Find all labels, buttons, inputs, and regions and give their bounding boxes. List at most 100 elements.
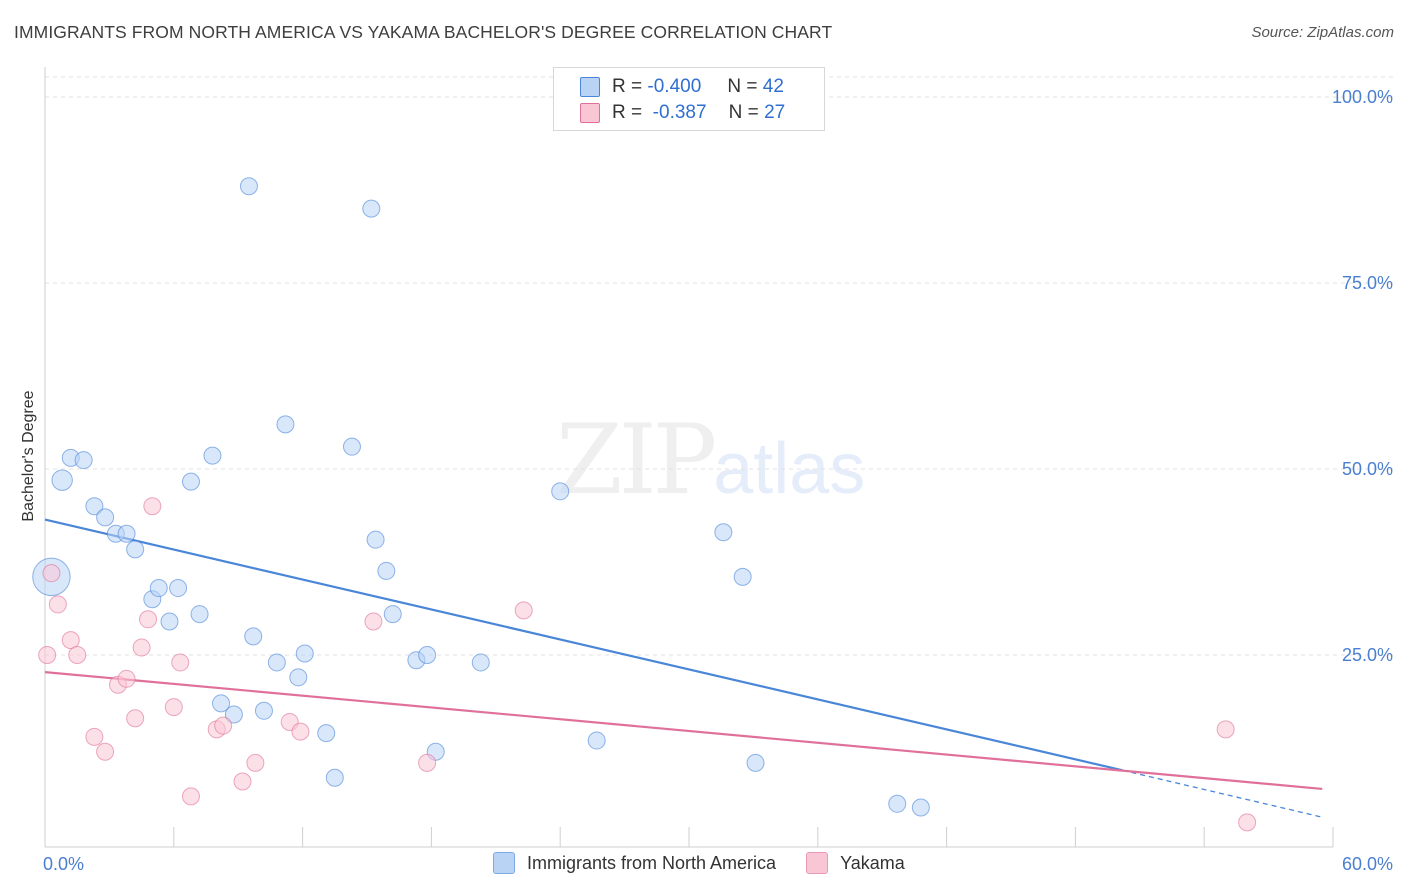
trend-line-immigrants: [44, 518, 1123, 772]
legend-swatch-pink: [580, 103, 600, 123]
y-tick-label: 100.0%: [1332, 87, 1393, 107]
point-yakama: [1238, 813, 1257, 832]
point-immigrants: [267, 653, 286, 672]
legend-r-label: R =: [612, 102, 643, 123]
point-immigrants: [190, 605, 209, 624]
legend-r-label: R =: [612, 76, 643, 97]
point-immigrants: [203, 446, 222, 465]
legend-r-value: -0.400: [647, 76, 702, 97]
point-immigrants: [96, 508, 115, 527]
point-immigrants: [212, 694, 231, 713]
trend-line-yakama: [44, 671, 1323, 791]
point-immigrants: [239, 177, 258, 196]
legend-swatch-blue: [580, 77, 600, 97]
series-legend-label: Immigrants from North America: [527, 852, 777, 873]
point-yakama: [96, 742, 115, 761]
point-yakama: [117, 669, 136, 688]
point-immigrants: [733, 567, 752, 586]
point-immigrants: [85, 497, 104, 516]
legend-row-yakama: R = -0.387 N = 27: [580, 100, 785, 126]
point-immigrants: [551, 482, 570, 501]
x-tick-label-min: 0.0%: [43, 854, 84, 874]
point-yakama: [126, 709, 145, 728]
point-yakama: [214, 716, 233, 735]
point-yakama: [171, 653, 190, 672]
point-yakama: [291, 722, 310, 741]
point-immigrants: [160, 612, 179, 631]
axes: [44, 67, 1334, 848]
point-immigrants: [224, 705, 243, 724]
grid-lines: [45, 76, 1395, 656]
legend-n-value: 42: [762, 76, 784, 97]
point-immigrants: [325, 768, 344, 787]
trend-lines: [44, 518, 1323, 818]
point-yakama: [132, 638, 151, 657]
point-immigrants: [471, 653, 490, 672]
point-immigrants: [383, 605, 402, 624]
point-immigrants: [289, 668, 308, 687]
point-yakama: [364, 612, 383, 631]
series-legend: Immigrants from North America Yakama: [493, 852, 935, 874]
point-yakama: [42, 564, 61, 583]
point-immigrants: [911, 798, 930, 817]
point-immigrants: [244, 627, 263, 646]
x-tick-label-max: 60.0%: [1342, 854, 1393, 874]
watermark-zip: ZIP: [556, 404, 717, 516]
y-tick-label: 75.0%: [1342, 273, 1393, 293]
legend-row-immigrants: R = -0.400 N = 42: [580, 74, 784, 100]
chart-title: IMMIGRANTS FROM NORTH AMERICA VS YAKAMA …: [14, 22, 833, 42]
point-immigrants: [276, 415, 295, 434]
point-yakama: [68, 646, 87, 664]
tick-labels: 25.0% 50.0% 75.0% 100.0% 0.0% 60.0% Bachelor's…: [20, 87, 1393, 874]
series-legend-label: Yakama: [840, 852, 905, 873]
y-tick-label: 25.0%: [1342, 645, 1393, 665]
source-label: Source: ZipAtlas.com: [1251, 24, 1394, 41]
point-immigrants: [317, 724, 336, 743]
legend-n-value: 27: [764, 102, 786, 123]
point-immigrants: [126, 540, 145, 559]
point-immigrants: [74, 451, 93, 470]
point-immigrants: [342, 437, 361, 456]
point-immigrants: [295, 644, 314, 663]
point-immigrants: [714, 523, 733, 542]
point-immigrants: [377, 561, 396, 580]
point-immigrants: [169, 579, 188, 598]
point-immigrants: [362, 199, 381, 218]
point-yakama: [1216, 720, 1235, 739]
point-immigrants: [418, 646, 437, 664]
point-yakama: [48, 595, 67, 614]
series-legend-item-yakama[interactable]: Yakama: [806, 852, 905, 874]
point-yakama: [233, 772, 252, 791]
point-yakama: [164, 698, 183, 717]
point-yakama: [181, 787, 200, 806]
point-yakama: [418, 753, 437, 772]
point-immigrants: [746, 753, 765, 772]
point-yakama: [139, 610, 158, 629]
point-yakama: [61, 631, 80, 650]
point-yakama: [85, 727, 104, 746]
series-legend-item-immigrants[interactable]: Immigrants from North America: [493, 852, 776, 874]
point-yakama: [514, 601, 533, 620]
correlation-legend: R = -0.400 N = 42 R = -0.387 N = 27: [553, 67, 825, 131]
point-immigrants: [117, 524, 136, 543]
point-yakama: [246, 753, 265, 772]
point-immigrants: [51, 469, 73, 491]
point-immigrants: [254, 701, 273, 720]
point-immigrants: [149, 579, 168, 598]
y-axis-label: Bachelor's Degree: [20, 390, 37, 521]
point-yakama: [38, 646, 57, 664]
data-points: [32, 177, 1257, 832]
point-immigrants: [181, 472, 200, 491]
trend-line-immigrants-extension: [1122, 769, 1323, 818]
legend-r-value: -0.387: [652, 102, 707, 123]
series-swatch-blue: [493, 852, 515, 874]
series-swatch-pink: [806, 852, 829, 874]
point-immigrants: [366, 530, 385, 549]
y-tick-label: 50.0%: [1342, 459, 1393, 479]
legend-n-label: N =: [728, 102, 759, 123]
legend-n-label: N =: [727, 76, 758, 97]
point-immigrants: [587, 731, 606, 750]
point-immigrants: [888, 794, 907, 813]
point-yakama: [143, 497, 162, 516]
